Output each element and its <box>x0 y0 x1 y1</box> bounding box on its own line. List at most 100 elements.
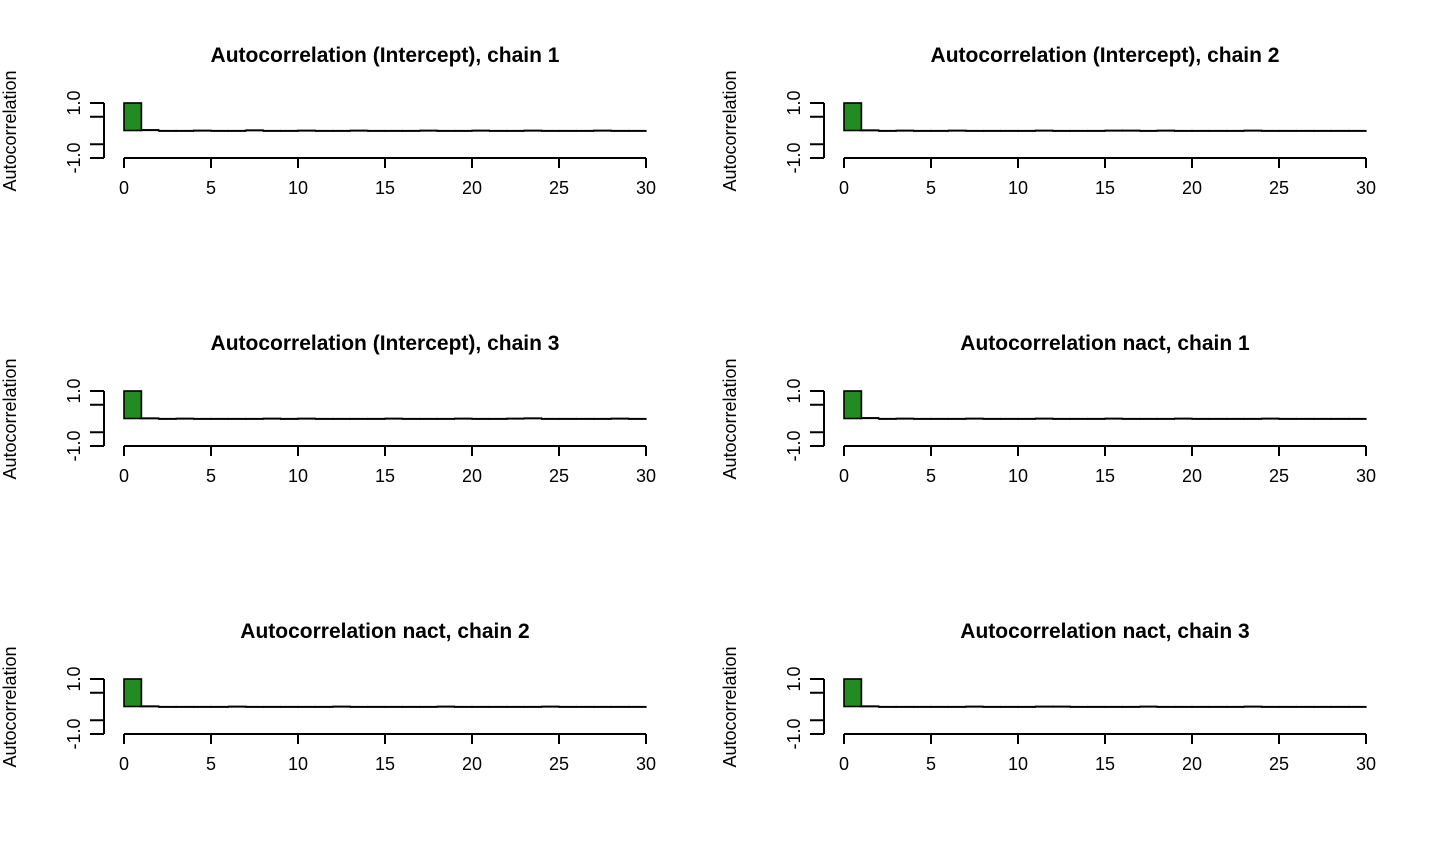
x-tick-label: 20 <box>1182 178 1202 198</box>
acf-bar-lag-29 <box>1347 705 1367 708</box>
acf-bar-lag-5 <box>210 705 229 708</box>
y-axis-label: Autocorrelation <box>720 646 740 767</box>
acf-bar-lag-20 <box>1191 705 1210 708</box>
acf-bar-lag-12 <box>1052 705 1071 708</box>
acf-bar-lag-24 <box>1260 129 1280 132</box>
acf-bar-lag-13 <box>1069 129 1089 132</box>
acf-bar-lag-1 <box>860 129 880 132</box>
y-tick-label: 1.0 <box>64 378 84 403</box>
y-tick-label: -1.0 <box>64 718 84 749</box>
acf-bar-lag-16 <box>1121 417 1141 420</box>
x-tick-label: 10 <box>1008 754 1028 774</box>
y-axis-label: Autocorrelation <box>0 358 20 479</box>
acf-bar-lag-11 <box>314 417 334 420</box>
x-tick-label: 15 <box>1095 178 1115 198</box>
acf-bar-lag-2 <box>158 417 177 420</box>
acf-bar-lag-27 <box>1313 129 1332 132</box>
acf-bar-lag-23 <box>523 417 543 420</box>
acf-bar-lag-24 <box>540 417 560 420</box>
acf-bar-lag-9 <box>280 705 299 708</box>
acf-bar-lag-26 <box>1295 417 1315 420</box>
x-tick-label: 25 <box>549 754 569 774</box>
acf-bar-lag-22 <box>1226 417 1245 420</box>
acf-bar-lag-29 <box>1347 129 1367 132</box>
acf-panel-3: Autocorrelation (Intercept), chain 3 Auto… <box>0 332 656 486</box>
acf-bar-lag-2 <box>878 129 897 132</box>
x-tick-label: 25 <box>1269 178 1289 198</box>
x-tick-label: 15 <box>1095 754 1115 774</box>
x-tick-label: 0 <box>839 754 849 774</box>
acf-bar-lag-5 <box>930 705 949 708</box>
acf-bar-lag-21 <box>488 129 508 132</box>
acf-bar-lag-19 <box>454 129 473 132</box>
acf-bar-lag-26 <box>575 417 595 420</box>
x-tick-label: 30 <box>1356 466 1376 486</box>
acf-bar-lag-9 <box>999 705 1019 708</box>
acf-bar-lag-8 <box>262 705 282 708</box>
x-tick-label: 10 <box>288 178 308 198</box>
acf-bar-lag-10 <box>1017 705 1036 708</box>
acf-bar-lag-26 <box>1295 129 1315 132</box>
y-axis-label: Autocorrelation <box>720 70 740 191</box>
acf-bar-lag-0 <box>843 102 863 132</box>
acf-bar-lag-6 <box>947 417 967 420</box>
acf-bar-lag-11 <box>1034 417 1054 420</box>
acf-bar-lag-27 <box>1313 417 1332 420</box>
panel-title: Autocorrelation nact, chain 3 <box>960 620 1249 643</box>
acf-bar-lag-15 <box>1104 417 1123 420</box>
acf-bar-lag-6 <box>227 417 247 420</box>
acf-bar-lag-26 <box>575 705 595 708</box>
acf-bar-lag-1 <box>140 417 160 420</box>
acf-bar-lag-18 <box>1156 705 1176 708</box>
y-axis-label: Autocorrelation <box>0 646 20 767</box>
acf-bar-lag-10 <box>297 129 316 132</box>
y-tick-label: 1.0 <box>64 90 84 115</box>
acf-bar-lag-12 <box>332 129 351 132</box>
acf-bar-lag-4 <box>193 417 212 420</box>
acf-bar-lag-4 <box>912 129 932 132</box>
acf-bar-lag-16 <box>1121 129 1141 132</box>
acf-bar-lag-22 <box>1226 705 1245 708</box>
acf-bar-lag-2 <box>158 705 177 708</box>
acf-bar-lag-22 <box>506 705 525 708</box>
acf-bar-lag-14 <box>367 705 386 708</box>
acf-bar-lag-27 <box>593 705 612 708</box>
acf-bar-lag-2 <box>878 705 897 708</box>
acf-bar-lag-6 <box>947 129 967 132</box>
acf-bar-lag-12 <box>1052 129 1071 132</box>
acf-bar-lag-24 <box>540 129 560 132</box>
acf-bar-lag-7 <box>245 129 264 132</box>
acf-bar-lag-22 <box>506 129 525 132</box>
x-tick-label: 0 <box>839 178 849 198</box>
acf-bar-lag-5 <box>930 417 949 420</box>
acf-bar-lag-28 <box>1330 417 1350 420</box>
acf-bar-lag-22 <box>1226 129 1245 132</box>
x-tick-label: 30 <box>1356 178 1376 198</box>
y-axis-label: Autocorrelation <box>720 358 740 479</box>
x-tick-label: 20 <box>462 178 482 198</box>
x-tick-label: 10 <box>1008 466 1028 486</box>
x-tick-label: 5 <box>926 466 936 486</box>
x-tick-label: 0 <box>119 466 129 486</box>
y-tick-label: 1.0 <box>784 666 804 691</box>
acf-bar-lag-19 <box>454 417 473 420</box>
acf-bar-lag-19 <box>1173 417 1193 420</box>
acf-bar-lag-10 <box>1017 129 1036 132</box>
x-tick-label: 15 <box>1095 466 1115 486</box>
acf-bar-lag-28 <box>610 417 630 420</box>
acf-bar-lag-5 <box>210 417 229 420</box>
acf-bar-lag-11 <box>1034 129 1054 132</box>
acf-bar-lag-24 <box>1260 417 1280 420</box>
acf-bar-lag-15 <box>1104 705 1123 708</box>
x-tick-label: 30 <box>1356 754 1376 774</box>
acf-bar-lag-8 <box>262 129 282 132</box>
acf-bar-lag-3 <box>175 129 195 132</box>
panel-title: Autocorrelation nact, chain 2 <box>240 620 529 643</box>
acf-bar-lag-25 <box>1278 417 1297 420</box>
acf-bar-lag-15 <box>384 129 403 132</box>
x-tick-label: 5 <box>926 178 936 198</box>
acf-bar-lag-26 <box>575 129 595 132</box>
y-tick-label: -1.0 <box>784 142 804 173</box>
acf-bar-lag-20 <box>471 417 490 420</box>
acf-bar-lag-14 <box>1086 705 1106 708</box>
